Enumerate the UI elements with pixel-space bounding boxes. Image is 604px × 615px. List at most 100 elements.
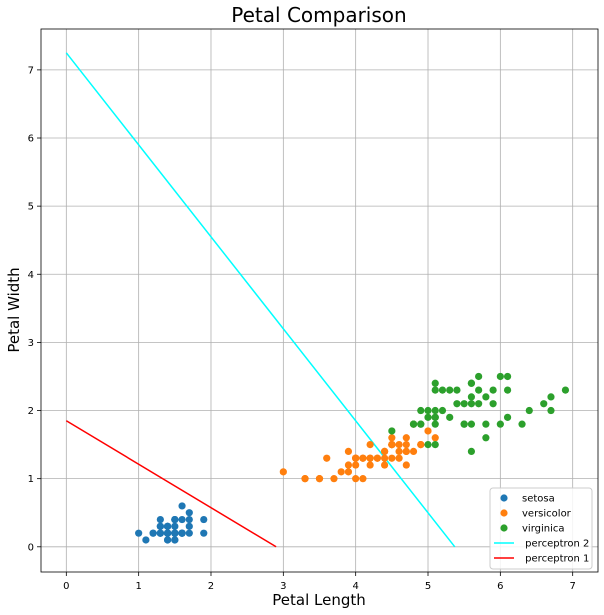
versicolor-point bbox=[424, 427, 432, 435]
virginica-point bbox=[467, 447, 476, 456]
y-tick-label: 4 bbox=[28, 270, 34, 281]
virginica-point bbox=[482, 434, 490, 442]
versicolor-point bbox=[315, 475, 324, 483]
x-axis-label: Petal Length bbox=[272, 591, 366, 609]
virginica-point bbox=[496, 372, 504, 381]
virginica-point bbox=[482, 393, 490, 401]
perceptron-line bbox=[65, 52, 456, 548]
virginica-point bbox=[446, 386, 454, 394]
virginica-point bbox=[409, 420, 418, 428]
x-axis-ticks: 0 1 2 3 4 5 6 7 bbox=[63, 572, 576, 592]
virginica-point bbox=[431, 406, 439, 415]
virginica-point bbox=[525, 406, 533, 415]
plot-marks bbox=[65, 52, 570, 548]
versicolor-point bbox=[359, 454, 367, 462]
legend-label: perceptron 2 bbox=[522, 539, 589, 550]
x-tick-label: 7 bbox=[569, 581, 575, 592]
setosa-point bbox=[200, 515, 208, 524]
versicolor-point bbox=[352, 454, 360, 462]
versicolor-point bbox=[323, 454, 331, 462]
x-tick-label: 2 bbox=[208, 581, 214, 592]
versicolor-point bbox=[366, 454, 374, 462]
versicolor-point bbox=[431, 434, 439, 442]
versicolor-point bbox=[344, 461, 353, 469]
setosa-point bbox=[171, 515, 179, 524]
perceptron-line bbox=[65, 420, 277, 548]
versicolor-point bbox=[381, 454, 389, 462]
versicolor-point bbox=[301, 475, 309, 483]
versicolor-point bbox=[388, 434, 396, 442]
versicolor-point bbox=[388, 454, 396, 462]
setosa-point bbox=[135, 529, 143, 537]
versicolor-point bbox=[344, 447, 353, 456]
versicolor-point bbox=[409, 447, 418, 456]
legend-marker bbox=[500, 509, 508, 517]
versicolor-point bbox=[381, 461, 389, 469]
virginica-point bbox=[496, 420, 504, 428]
virginica-point bbox=[467, 393, 476, 401]
versicolor-point bbox=[352, 475, 360, 483]
versicolor-point bbox=[381, 447, 389, 456]
versicolor-point bbox=[402, 434, 410, 442]
setosa-point bbox=[178, 529, 186, 537]
x-tick-label: 0 bbox=[63, 581, 69, 592]
y-tick-label: 3 bbox=[28, 338, 34, 349]
x-tick-label: 6 bbox=[497, 581, 503, 592]
virginica-point bbox=[431, 440, 439, 449]
virginica-point bbox=[438, 406, 447, 415]
setosa-point bbox=[171, 536, 179, 544]
versicolor-point bbox=[366, 461, 374, 469]
versicolor-point bbox=[373, 454, 381, 462]
setosa-point bbox=[163, 529, 172, 537]
y-tick-label: 6 bbox=[28, 134, 34, 145]
legend-label: versicolor bbox=[522, 509, 572, 520]
setosa-point bbox=[185, 522, 193, 530]
virginica-point bbox=[417, 406, 425, 415]
virginica-point bbox=[467, 400, 476, 408]
virginica-point bbox=[424, 413, 432, 421]
setosa-point bbox=[156, 529, 164, 537]
setosa-point bbox=[142, 536, 150, 544]
virginica-point bbox=[482, 420, 490, 428]
virginica-point bbox=[547, 406, 555, 415]
legend: setosa versicolor virginica perceptron 2 p… bbox=[489, 487, 593, 570]
y-axis-label: Petal Width bbox=[5, 267, 23, 352]
setosa-point bbox=[149, 529, 157, 537]
setosa-point bbox=[163, 536, 172, 544]
axes-frame bbox=[40, 28, 599, 573]
x-tick-label: 5 bbox=[425, 581, 431, 592]
virginica-point bbox=[446, 413, 454, 421]
virginica-point bbox=[460, 400, 468, 408]
versicolor-point bbox=[395, 440, 403, 449]
virginica-point bbox=[424, 406, 432, 415]
virginica-point bbox=[467, 379, 476, 387]
setosa-point bbox=[171, 529, 179, 537]
versicolor-point bbox=[395, 454, 403, 462]
grid-lines bbox=[41, 29, 598, 572]
versicolor-point bbox=[402, 461, 410, 469]
virginica-point bbox=[388, 427, 396, 435]
virginica-point bbox=[475, 372, 483, 381]
setosa-point bbox=[156, 522, 164, 530]
versicolor-point bbox=[388, 440, 396, 449]
versicolor-point bbox=[352, 461, 360, 469]
versicolor-point bbox=[402, 447, 410, 456]
virginica-point bbox=[503, 413, 512, 421]
plot-frame bbox=[40, 28, 599, 573]
virginica-point bbox=[489, 400, 497, 408]
virginica-point bbox=[453, 400, 461, 408]
legend-label: setosa bbox=[522, 494, 555, 505]
virginica-point bbox=[460, 420, 468, 428]
legend-label: perceptron 1 bbox=[522, 554, 589, 565]
y-tick-label: 1 bbox=[28, 474, 34, 485]
y-axis-ticks: 0 1 2 3 4 5 6 7 bbox=[28, 65, 41, 553]
legend-marker bbox=[500, 494, 508, 502]
setosa-point bbox=[185, 515, 193, 524]
virginica-point bbox=[431, 386, 439, 394]
virginica-point bbox=[547, 393, 555, 401]
setosa-point bbox=[185, 509, 193, 517]
virginica-point bbox=[503, 372, 512, 381]
virginica-point bbox=[489, 386, 497, 394]
virginica-point bbox=[518, 420, 526, 428]
legend-label: virginica bbox=[522, 524, 565, 535]
